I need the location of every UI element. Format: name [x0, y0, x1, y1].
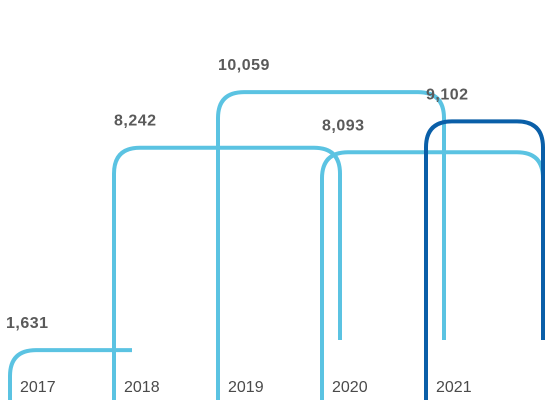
year-label-2018: 2018 [124, 379, 160, 396]
bar-2017 [8, 348, 132, 400]
bar-2020 [320, 150, 545, 400]
year-label-2019: 2019 [228, 379, 264, 396]
year-label-2021: 2021 [436, 379, 472, 396]
bar-2018 [112, 145, 342, 400]
value-label-2019: 10,059 [218, 57, 270, 74]
year-label-2020: 2020 [332, 379, 368, 396]
value-label-2017: 1,631 [6, 315, 49, 332]
value-label-2018: 8,242 [114, 113, 157, 130]
bar-2019 [216, 90, 446, 400]
value-label-2021: 9,102 [426, 86, 469, 103]
year-label-2017: 2017 [20, 379, 56, 396]
bar-2021 [424, 119, 545, 400]
value-label-2020: 8,093 [322, 117, 365, 134]
